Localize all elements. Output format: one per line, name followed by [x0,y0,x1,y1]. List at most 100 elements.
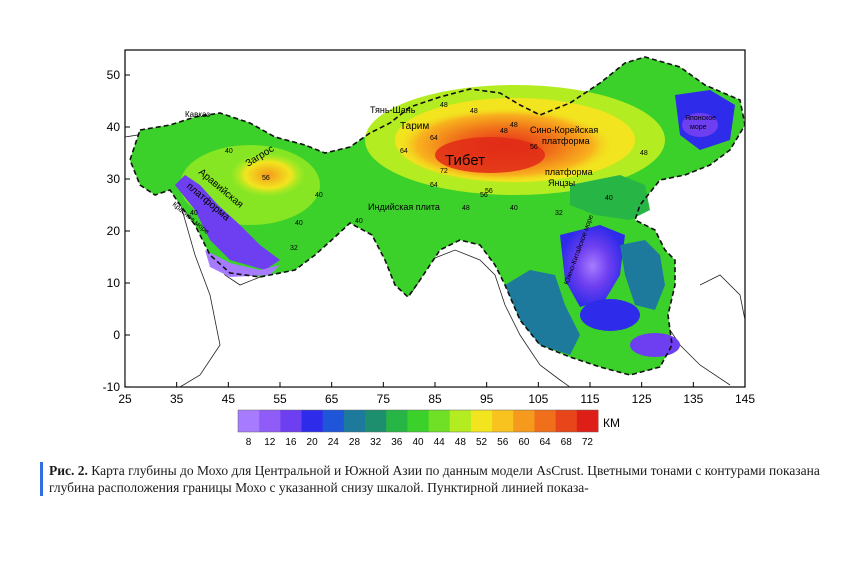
depth-zone-philippine [580,299,640,331]
colorbar-tick-label: 12 [264,437,276,448]
depth-zone-redsea [175,175,280,270]
contour-label: 48 [510,122,518,129]
contour-label: 56 [480,192,488,199]
y-axis: 50 40 30 20 10 0 -10 [103,68,130,394]
colorbar-swatch [470,410,493,432]
colorbar: 8 12 16 20 24 28 32 36 40 44 48 52 56 60 64 68 72 [237,409,599,448]
colorbar-swatch [534,410,557,432]
contour-label: 40 [225,148,233,155]
colorbar-tick-label: 16 [285,437,297,448]
colorbar-tick-label: 40 [412,437,424,448]
depth-zone-japan-core [682,113,718,137]
x-tick-label: 75 [377,392,391,406]
contour-labels: 40 48 48 48 64 64 56 72 64 56 48 56 40 4… [190,102,648,252]
y-tick-label: -10 [103,380,121,394]
moho-depth-figure: Кавказ Загрос Аравийская платформа Красн… [100,45,760,450]
label-sino-korean-2: платформа [542,136,590,146]
colorbar-tick-label: 28 [349,437,361,448]
contour-label: 40 [295,220,303,227]
map-layer: Кавказ Загрос Аравийская платформа Красн… [125,56,745,387]
contour-label: 32 [290,245,298,252]
contour-label: 56 [530,144,538,151]
x-tick-label: 105 [528,392,548,406]
colorbar-swatch [280,410,303,432]
colorbar-swatch [576,410,599,432]
colorbar-tick-label: 48 [455,437,467,448]
contour-label: 56 [485,188,493,195]
label-indian-plate: Индийская плита [368,202,440,212]
y-tick-label: 0 [113,328,120,342]
contour-label: 40 [315,192,323,199]
colorbar-tick-label: 24 [328,437,340,448]
contour-label: 40 [355,218,363,225]
label-yangtze-1: платформа [545,167,593,177]
contour-label: 72 [440,168,448,175]
colorbar-tick-label: 52 [476,437,488,448]
label-tienshan: Тянь-Шань [370,105,416,115]
contour-label: 64 [430,135,438,142]
colorbar-swatch [449,410,472,432]
depth-zone-celebes [630,333,680,357]
colorbar-swatch [322,410,345,432]
contour-label: 32 [555,210,563,217]
depth-zone-36 [570,175,650,220]
depth-zone-sunda [505,270,580,355]
contour-label: 48 [440,102,448,109]
label-japan-sea-1: Японское [685,115,716,122]
x-tick-label: 45 [222,392,236,406]
contour-label: 40 [190,210,198,217]
caption-label: Рис. 2. [49,463,88,478]
contour-label: 48 [640,150,648,157]
depth-zone-scs [560,225,625,307]
x-tick-label: 135 [683,392,703,406]
colorbar-tick-label: 64 [539,437,551,448]
label-sino-korean-1: Сино-Корейская [530,125,598,135]
contour-label: 48 [470,108,478,115]
colorbar-swatch [301,410,324,432]
x-tick-label: 95 [480,392,494,406]
model-boundary-dashed [129,56,745,376]
x-tick-label: 145 [735,392,755,406]
contour-label: 40 [510,205,518,212]
x-tick-label: 55 [273,392,287,406]
x-tick-label: 85 [428,392,442,406]
colorbar-tick-label: 32 [370,437,382,448]
contour-label: 56 [262,175,270,182]
colorbar-swatch [428,410,451,432]
colorbar-swatch [259,410,281,432]
moho-map-svg: Кавказ Загрос Аравийская платформа Красн… [103,49,755,448]
colorbar-tick-label: 56 [497,437,509,448]
label-tarim: Тарим [400,121,429,132]
x-axis: 25 35 45 55 65 75 85 95 105 115 125 135 145 [118,382,755,406]
colorbar-tick-label: 44 [434,437,446,448]
colorbar-swatch [555,410,578,432]
figure-caption: Рис. 2. Карта глубины до Мохо для Центра… [40,462,849,496]
colorbar-swatch [386,410,408,432]
colorbar-tick-label: 60 [518,437,530,448]
colorbar-tick-label: 68 [561,437,573,448]
colorbar-tick-label: 8 [246,437,252,448]
colorbar-tick-label: 20 [307,437,319,448]
x-tick-label: 65 [325,392,339,406]
colorbar-swatch [365,410,387,432]
x-tick-label: 125 [632,392,652,406]
coastline-pacific [699,274,745,321]
contour-label: 40 [605,195,613,202]
colorbar-swatch [492,410,514,432]
y-tick-label: 20 [107,224,121,238]
colorbar-border [237,409,599,433]
depth-zone-64 [435,137,545,173]
colorbar-swatch [513,410,535,432]
label-kavkaz: Кавказ [185,110,210,119]
colorbar-swatch [343,410,366,432]
x-tick-label: 25 [118,392,132,406]
depth-zone-28 [620,240,665,310]
y-tick-label: 10 [107,276,121,290]
y-tick-label: 30 [107,172,121,186]
depth-zone-arabia-south [205,250,280,277]
colorbar-tick-label: 72 [582,437,594,448]
label-yangtze-2: Янцзы [548,178,575,188]
caption-text: Карта глубины до Мохо для Центральной и … [49,463,820,495]
y-tick-label: 40 [107,120,121,134]
contour-label: 48 [462,205,470,212]
